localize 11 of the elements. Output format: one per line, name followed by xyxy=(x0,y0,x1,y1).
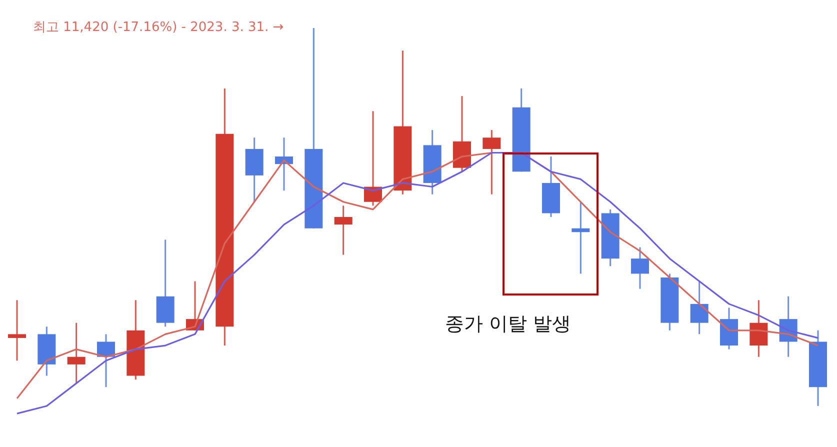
candlestick xyxy=(482,129,501,196)
annotation: 최고 11,420 (-17.16%) - 2023. 3. 31. → xyxy=(33,20,284,35)
candlestick xyxy=(631,246,649,290)
candlestick xyxy=(8,299,26,362)
annotation: 종가 이탈 발생 xyxy=(445,313,572,335)
candlestick xyxy=(750,299,768,358)
candlestick xyxy=(67,322,86,384)
candlestick xyxy=(572,201,590,274)
candlestick xyxy=(690,280,708,335)
candlestick xyxy=(334,204,352,256)
candlestick xyxy=(97,333,115,388)
